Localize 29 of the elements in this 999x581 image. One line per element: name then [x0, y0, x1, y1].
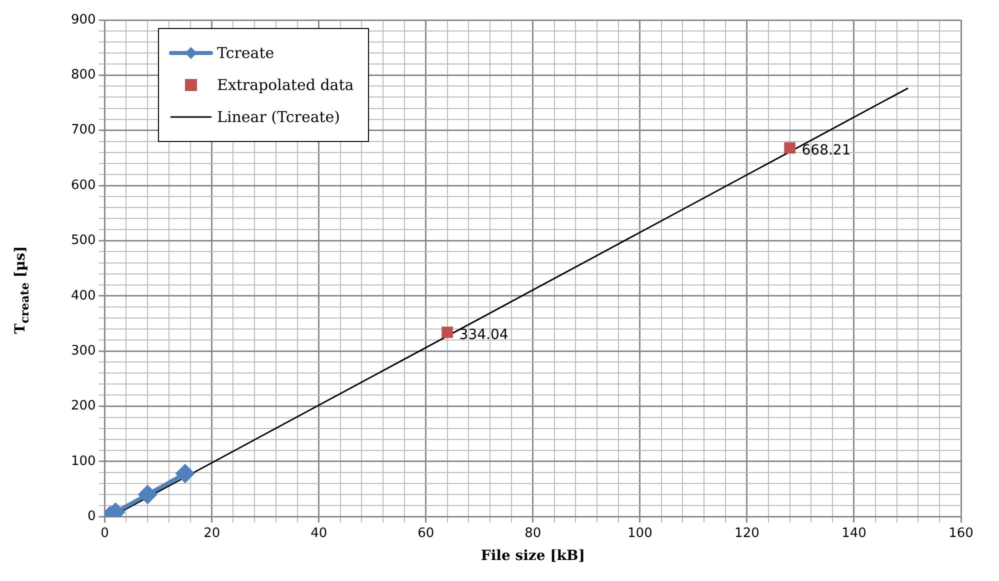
legend-label: Tcreate [217, 44, 274, 62]
point [784, 142, 796, 154]
x-tick-label: 0 [100, 526, 109, 541]
y-tick-label: 500 [70, 233, 96, 248]
point [442, 326, 453, 338]
y-tick-label: 300 [70, 343, 96, 358]
y-tick-label: 600 [70, 178, 96, 193]
point [176, 464, 194, 483]
x-tick-label: 80 [524, 526, 542, 541]
y-tick-label: 900 [70, 12, 96, 28]
y-tick-label: 100 [70, 454, 96, 469]
y-tick-label: 200 [70, 398, 96, 414]
x-tick-label: 120 [734, 526, 760, 541]
x-tick-label: 40 [310, 526, 328, 541]
y-tick-label: 800 [70, 68, 96, 83]
point [138, 486, 157, 504]
x-tick-label: 160 [948, 526, 974, 541]
legend-label: Linear (Tcreate) [217, 108, 340, 126]
x-tick-label: 20 [204, 526, 220, 541]
x-tick-label: 60 [418, 526, 434, 541]
y-tick-label: 700 [70, 122, 96, 138]
data-label: 668.21 [802, 142, 851, 159]
x-tick-label: 140 [842, 526, 866, 541]
y-tick-label: 400 [70, 288, 96, 304]
x-axis-title: File size [kB] [480, 548, 585, 564]
y-tick-label: 0 [88, 508, 96, 524]
data-label: 334.04 [459, 326, 508, 343]
x-tick-label: 100 [628, 526, 652, 541]
legend-label: Extrapolated data [217, 76, 354, 94]
